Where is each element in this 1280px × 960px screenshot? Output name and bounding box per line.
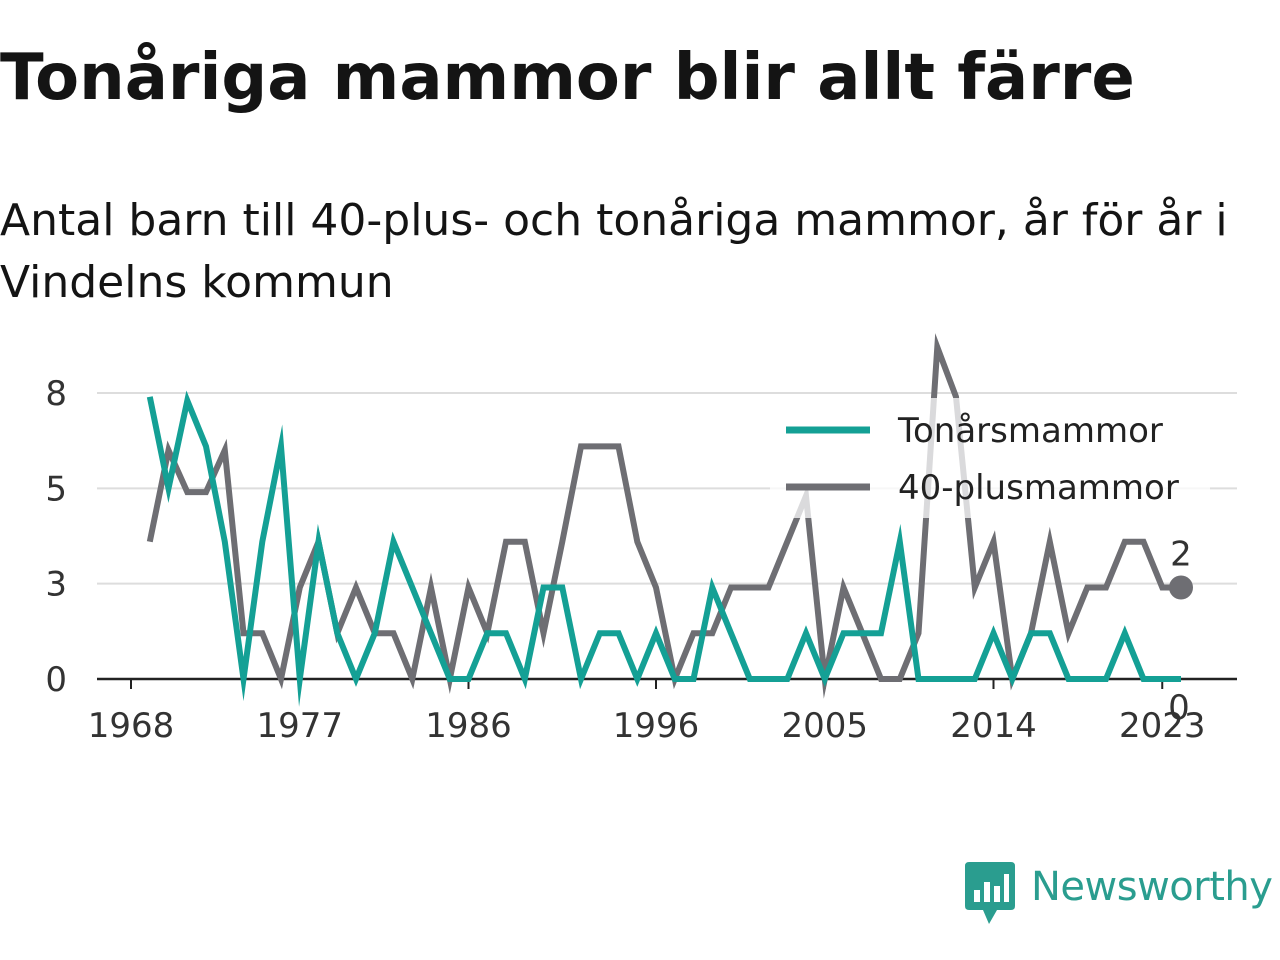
brand-name: Newsworthy	[1031, 864, 1273, 910]
newsworthy-chart-icon	[965, 862, 1015, 924]
chart-title: Tonåriga mammor blir allt färre	[0, 41, 1135, 115]
x-tick-label: 1977	[256, 706, 343, 746]
x-tick-label: 1986	[425, 706, 512, 746]
legend-label: Tonårsmammor	[897, 411, 1163, 451]
newsworthy-logo: Newsworthy	[965, 862, 1273, 924]
x-tick-label: 2014	[950, 706, 1037, 746]
x-tick-label: 1968	[88, 706, 175, 746]
series-line-tonarsmammor	[146, 390, 1181, 707]
y-tick-label: 0	[45, 660, 67, 700]
chart-subtitle: Antal barn till 40-plus- och tonåriga ma…	[0, 195, 1228, 308]
x-tick-label: 2023	[1119, 706, 1206, 746]
end-value-label: 0	[1168, 688, 1190, 728]
legend-background	[770, 398, 1210, 518]
x-tick-label: 2005	[781, 706, 868, 746]
legend-label: 40-plusmammor	[898, 468, 1179, 508]
y-tick-label: 5	[45, 469, 67, 509]
y-tick-label: 3	[45, 565, 67, 605]
end-value-label: 2	[1170, 534, 1192, 574]
y-tick-label: 8	[45, 374, 67, 414]
end-point-marker	[1169, 575, 1193, 600]
x-tick-label: 1996	[613, 706, 700, 746]
